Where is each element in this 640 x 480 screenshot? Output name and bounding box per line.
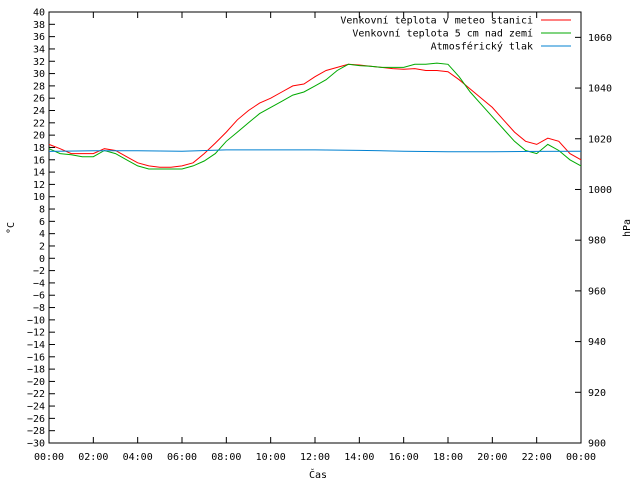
series-line-3 xyxy=(48,149,582,153)
x-tick-label: 02:00 xyxy=(78,452,108,463)
legend: Venkovní teplota v meteo staniciVenkovní… xyxy=(340,15,571,53)
y-tick-label: −22 xyxy=(27,389,45,400)
y-tick-label: −30 xyxy=(27,439,45,450)
y-tick-label: 24 xyxy=(33,106,45,117)
y-tick-label: 20 xyxy=(33,131,45,142)
y-tick-label: −8 xyxy=(33,303,45,314)
series-line-1 xyxy=(48,63,582,168)
y2-tick-label: 960 xyxy=(588,286,606,297)
y-tick-label: 30 xyxy=(33,69,45,80)
y-tick-label: 38 xyxy=(33,20,45,31)
y-tick-label: −24 xyxy=(27,402,45,413)
y2-tick-label: 980 xyxy=(588,236,606,247)
y-tick-label: −12 xyxy=(27,328,45,339)
series-lines xyxy=(48,62,582,170)
y-tick-label: −2 xyxy=(33,266,45,277)
y-tick-label: 4 xyxy=(39,229,45,240)
x-tick-label: 14:00 xyxy=(344,452,374,463)
y-tick-label: 10 xyxy=(33,192,45,203)
tick-marks xyxy=(48,11,582,444)
y-tick-label: −16 xyxy=(27,352,45,363)
y-tick-label: −18 xyxy=(27,365,45,376)
y2-tick-label: 920 xyxy=(588,388,606,399)
y-tick-label: 12 xyxy=(33,180,45,191)
x-tick-label: 08:00 xyxy=(211,452,241,463)
x-axis-tick-labels: 00:00 02:00 04:00 06:00 08:00 10:00 12:00 14:00… xyxy=(34,452,596,463)
y-tick-label: −20 xyxy=(27,377,45,388)
x-tick-label: 10:00 xyxy=(256,452,286,463)
y-tick-label: 18 xyxy=(33,143,45,154)
x-tick-label: 00:00 xyxy=(34,452,64,463)
x-tick-label: 06:00 xyxy=(167,452,197,463)
legend-label-1: Venkovní teplota v meteo stanici xyxy=(340,15,533,27)
y-tick-label: 40 xyxy=(33,8,45,19)
y-tick-label: −4 xyxy=(33,278,45,289)
legend-label-2: Venkovní teplota 5 cm nad zemí xyxy=(352,28,533,40)
y-tick-label: 16 xyxy=(33,155,45,166)
y-tick-label: 14 xyxy=(33,168,45,179)
series-line-2 xyxy=(48,62,582,170)
x-tick-label: 00:00 xyxy=(566,452,596,463)
x-tick-label: 12:00 xyxy=(300,452,330,463)
y2-tick-label: 1040 xyxy=(588,84,612,95)
y-tick-label: 34 xyxy=(33,44,45,55)
y-tick-label: −28 xyxy=(27,426,45,437)
y-tick-label: 32 xyxy=(33,57,45,68)
y-tick-label: −6 xyxy=(33,291,45,302)
y-tick-label: 6 xyxy=(39,217,45,228)
legend-label-3: Atmosférický tlak xyxy=(431,41,533,53)
y2-tick-label: 1060 xyxy=(588,33,612,44)
y-tick-label: −10 xyxy=(27,315,45,326)
y2-tick-label: 1020 xyxy=(588,134,612,145)
x-tick-label: 18:00 xyxy=(433,452,463,463)
y-tick-label: 2 xyxy=(39,241,45,252)
y2-axis-tick-labels: 1060 1040 1020 1000 980 960 940 920 900 xyxy=(588,33,612,450)
x-tick-label: 22:00 xyxy=(522,452,552,463)
x-axis-title: Čas xyxy=(309,468,327,480)
x-tick-label: 16:00 xyxy=(389,452,419,463)
x-tick-label: 20:00 xyxy=(477,452,507,463)
y-tick-label: 26 xyxy=(33,94,45,105)
y-tick-label: 0 xyxy=(39,254,45,265)
y-tick-label: 22 xyxy=(33,118,45,129)
y-tick-label: 36 xyxy=(33,32,45,43)
y2-tick-label: 1000 xyxy=(588,185,612,196)
y-tick-label: −14 xyxy=(27,340,45,351)
y2-tick-label: 900 xyxy=(588,439,606,450)
y-tick-label: 28 xyxy=(33,81,45,92)
x-tick-label: 04:00 xyxy=(123,452,153,463)
y-axis-tick-labels: 4038363432302826242220181614121086420−2−… xyxy=(27,8,45,450)
y2-tick-label: 940 xyxy=(588,337,606,348)
y2-axis-title: hPa xyxy=(622,219,633,237)
y-tick-label: 8 xyxy=(39,205,45,216)
y-tick-label: −26 xyxy=(27,414,45,425)
y-axis-title: °C xyxy=(6,222,17,234)
